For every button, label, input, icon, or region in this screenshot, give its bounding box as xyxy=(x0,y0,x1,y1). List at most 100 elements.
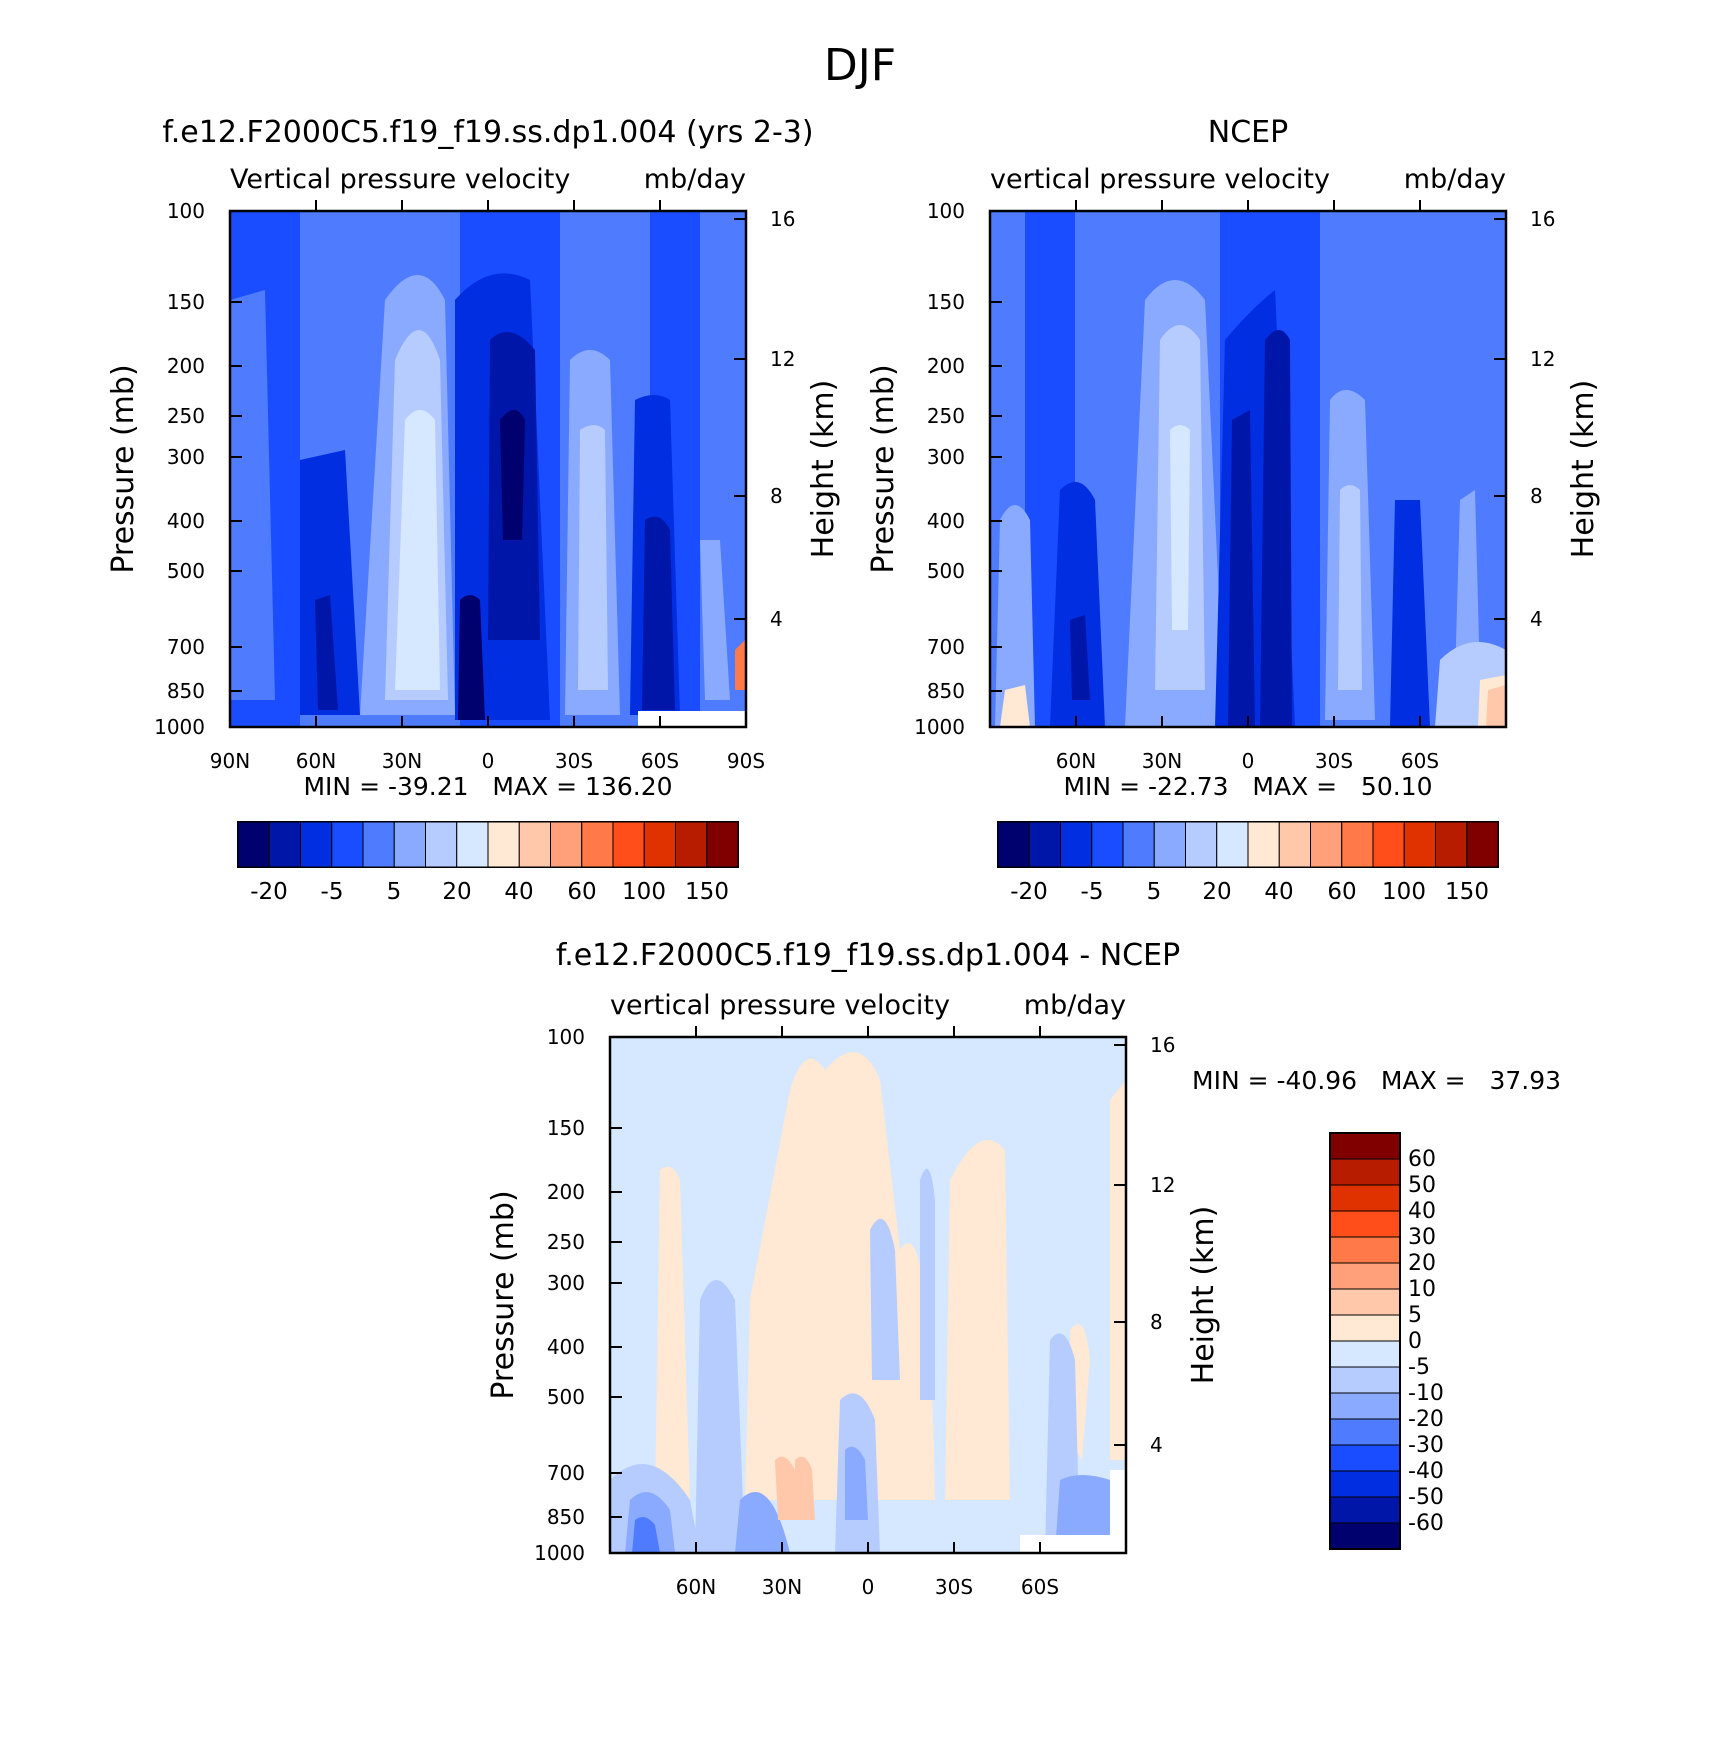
field-region xyxy=(655,1166,690,1500)
field-region xyxy=(1110,1080,1126,1460)
colorbar-swatch xyxy=(1329,1288,1401,1316)
page-title: DJF xyxy=(824,40,896,91)
colorbar: -20 -5 5 20 40 60 100 150 xyxy=(237,821,739,905)
x-tick-label: 60N xyxy=(1056,749,1096,773)
colorbar-label: 20 xyxy=(442,879,471,905)
y-right-tick-label: 12 xyxy=(770,347,795,371)
y-tick-label: 400 xyxy=(547,1335,585,1359)
y-right-tick-label: 8 xyxy=(770,484,783,508)
stats-text: MIN = -39.21 MAX = 136.20 xyxy=(303,772,672,801)
y-tick-label: 300 xyxy=(167,445,205,469)
field-region xyxy=(735,1492,790,1553)
y-tick-label: 250 xyxy=(547,1230,585,1254)
field-region xyxy=(1260,330,1292,727)
colorbar-label: -5 xyxy=(1081,879,1104,905)
x-tick-label: 90N xyxy=(210,749,250,773)
y-right-axis-label: Height (km) xyxy=(1566,380,1601,559)
stats-text: MIN = -22.73 MAX = 50.10 xyxy=(1063,772,1432,801)
colorbar-label: 20 xyxy=(1408,1251,1436,1276)
colorbar-swatch xyxy=(675,821,708,868)
panel-model: f.e12.F2000C5.f19_f19.ss.dp1.004 (yrs 2-… xyxy=(106,115,841,905)
colorbar-label: 30 xyxy=(1408,1225,1436,1250)
x-tick-labels: 60N 30N 0 30S 60S xyxy=(1056,749,1439,773)
colorbar-swatch xyxy=(1185,821,1218,868)
field-region xyxy=(1390,500,1430,727)
colorbar-label: -5 xyxy=(1408,1355,1430,1380)
colorbar-label: -60 xyxy=(1408,1511,1444,1536)
colorbar-frame xyxy=(1329,1132,1401,1550)
x-tick-label: 0 xyxy=(1242,749,1255,773)
field-region xyxy=(230,290,275,700)
colorbar-label: 100 xyxy=(622,879,666,905)
y-right-tick-label: 12 xyxy=(1150,1173,1175,1197)
field-region xyxy=(642,516,675,710)
colorbar-swatch xyxy=(1329,1444,1401,1472)
colorbar-swatch xyxy=(1329,1470,1401,1498)
y-tick-label: 700 xyxy=(927,635,965,659)
field-region xyxy=(775,1456,800,1520)
colorbar-labels: 60 50 40 30 20 10 5 0 -5 -10 -20 -30 -40… xyxy=(1408,1147,1444,1536)
y-tick-label: 850 xyxy=(167,679,205,703)
panel-difference: f.e12.F2000C5.f19_f19.ss.dp1.004 - NCEP … xyxy=(486,938,1561,1599)
field-region xyxy=(995,505,1035,727)
contour-field xyxy=(230,211,746,727)
y-tick-label: 500 xyxy=(167,559,205,583)
colorbar-label: -30 xyxy=(1408,1433,1444,1458)
y-tick-label: 400 xyxy=(927,509,965,533)
field-region xyxy=(870,1218,900,1380)
x-tick-labels: 90N 60N 30N 0 30S 60S 90S xyxy=(210,749,765,773)
y-axis-label: Pressure (mb) xyxy=(106,364,141,573)
colorbar-swatch xyxy=(1122,821,1155,868)
colorbar-swatch xyxy=(1329,1132,1401,1160)
y-ticks xyxy=(990,210,1002,728)
colorbar-labels: -20 -5 5 20 40 60 100 150 xyxy=(250,879,729,905)
y-right-ticks xyxy=(734,218,746,620)
field-region xyxy=(578,425,608,690)
y-tick-label: 200 xyxy=(167,354,205,378)
colorbar-swatch xyxy=(1310,821,1343,868)
colorbar-label: 0 xyxy=(1408,1329,1422,1354)
y-tick-label: 300 xyxy=(927,445,965,469)
x-ticks xyxy=(695,1026,1041,1553)
colorbar-swatch xyxy=(1028,821,1061,868)
y-tick-labels: 100 150 200 250 300 400 500 700 850 1000 xyxy=(914,199,965,739)
field-region xyxy=(300,450,360,715)
colorbar-swatch xyxy=(1372,821,1405,868)
y-right-tick-labels: 16 12 8 4 xyxy=(1150,1033,1175,1457)
x-tick-label: 60S xyxy=(1401,749,1439,773)
colorbar-label: -50 xyxy=(1408,1485,1444,1510)
colorbar-swatch xyxy=(1278,821,1311,868)
colorbar-swatch xyxy=(425,821,458,868)
colorbar-label: 40 xyxy=(1408,1199,1436,1224)
colorbar-swatch xyxy=(1329,1522,1401,1550)
colorbar-swatch xyxy=(237,821,270,868)
colorbar-label: -5 xyxy=(321,879,344,905)
x-tick-label: 30S xyxy=(555,749,593,773)
colorbar-label: 5 xyxy=(1408,1303,1422,1328)
y-tick-label: 1000 xyxy=(154,715,205,739)
y-tick-label: 200 xyxy=(927,354,965,378)
field-region xyxy=(795,1456,815,1520)
panel-title: f.e12.F2000C5.f19_f19.ss.dp1.004 (yrs 2-… xyxy=(162,115,813,150)
colorbar-swatch xyxy=(1329,1236,1401,1264)
y-right-ticks xyxy=(1114,1044,1126,1446)
y-tick-label: 850 xyxy=(547,1505,585,1529)
y-tick-label: 700 xyxy=(547,1461,585,1485)
field-region xyxy=(1170,425,1190,630)
colorbar-label: 20 xyxy=(1202,879,1231,905)
colorbar-swatch xyxy=(550,821,583,868)
y-tick-label: 150 xyxy=(167,290,205,314)
y-ticks xyxy=(230,210,242,728)
colorbar-swatch xyxy=(362,821,395,868)
y-right-tick-label: 16 xyxy=(770,207,795,231)
missing-data xyxy=(1110,1470,1126,1553)
panel-ncep: NCEP vertical pressure velocity mb/day xyxy=(866,115,1601,905)
field-region xyxy=(745,1052,935,1500)
y-tick-label: 300 xyxy=(547,1271,585,1295)
x-tick-label: 60S xyxy=(1021,1575,1059,1599)
y-tick-label: 200 xyxy=(547,1180,585,1204)
x-tick-label: 0 xyxy=(862,1575,875,1599)
colorbar-swatch xyxy=(581,821,614,868)
